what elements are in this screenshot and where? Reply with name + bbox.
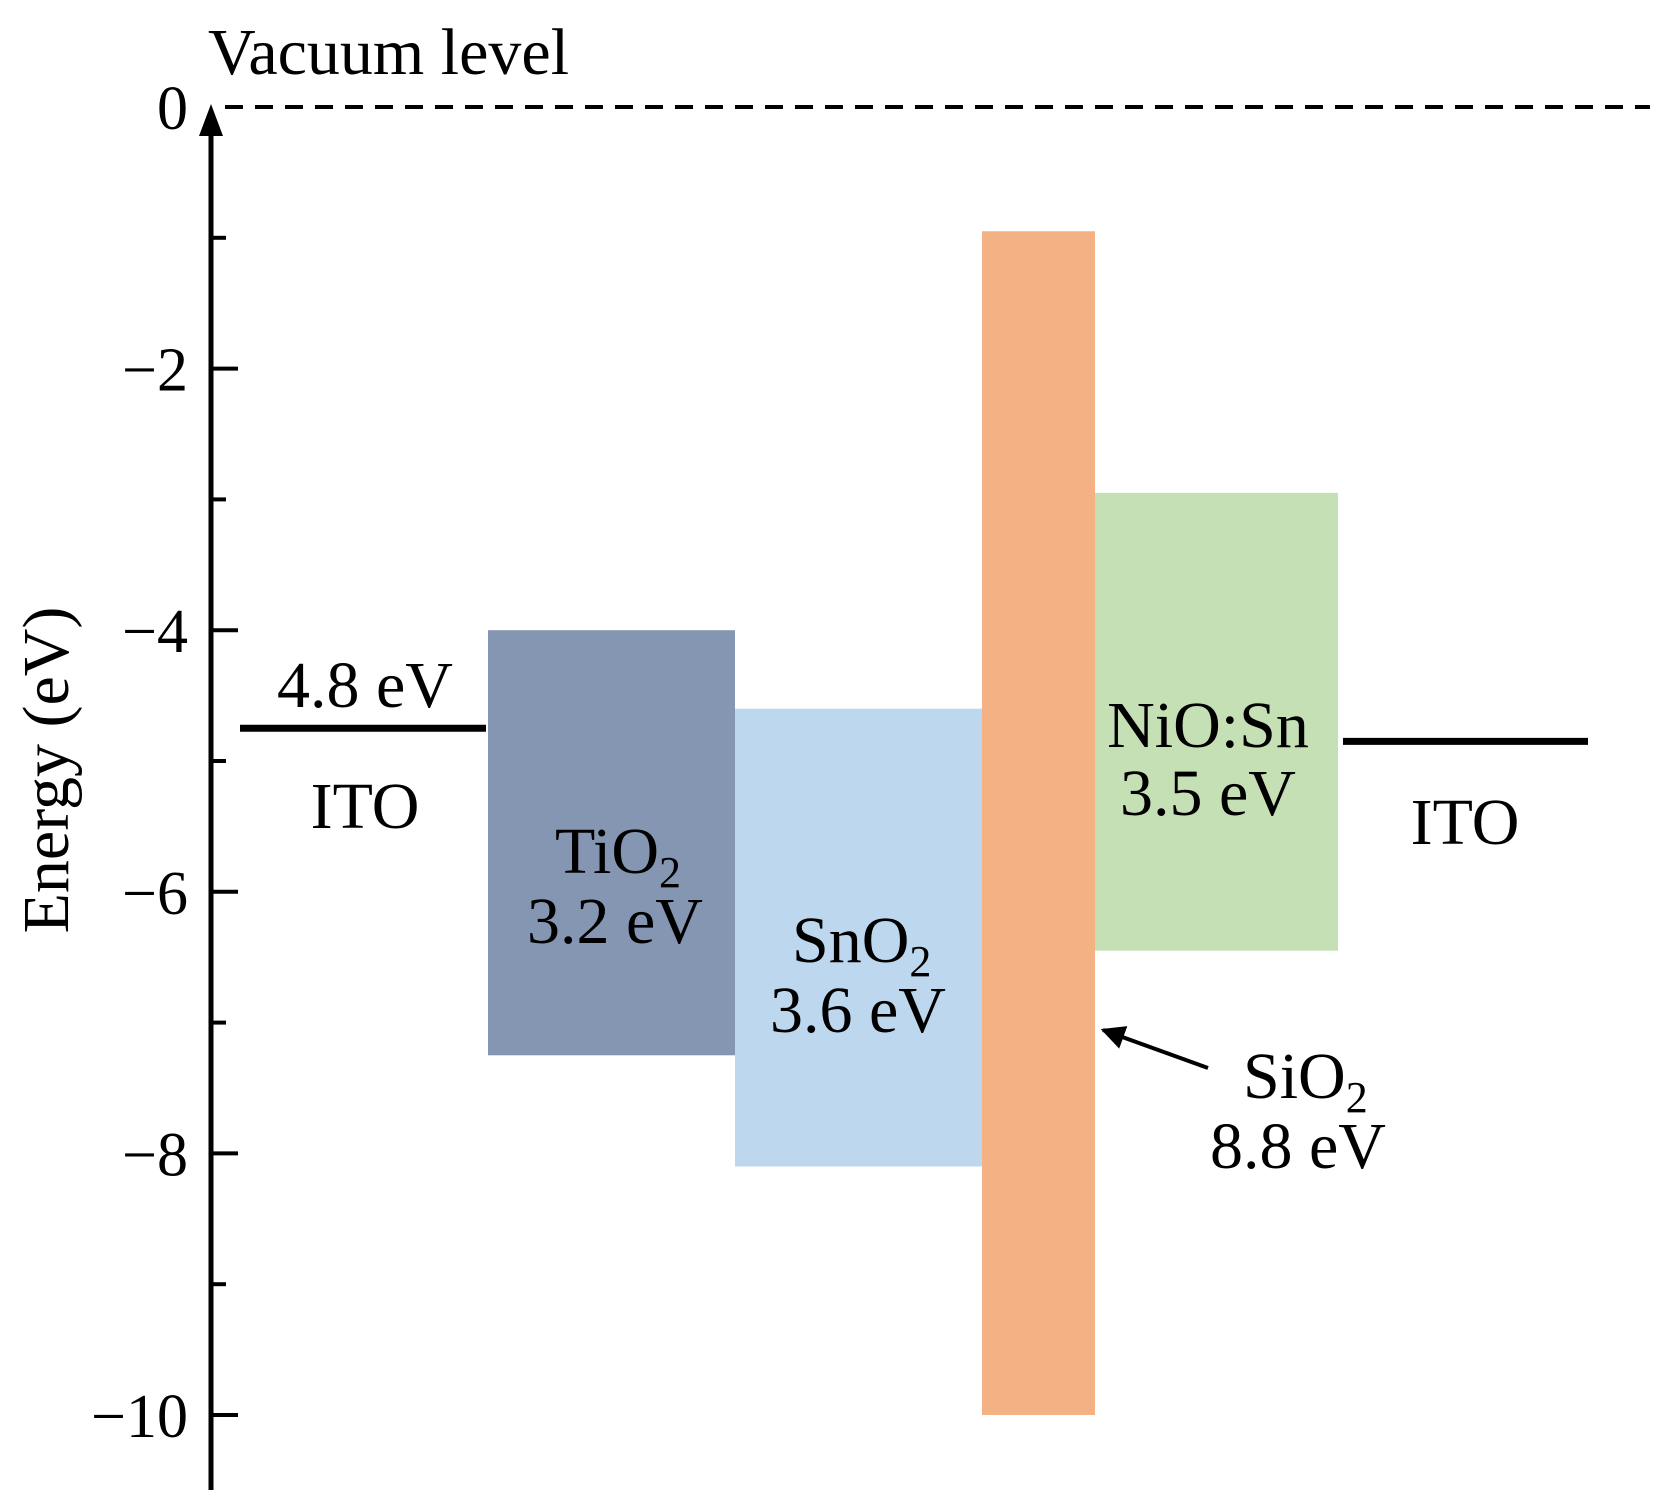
nio-sn-gap-label: 3.5 eV <box>1120 757 1296 830</box>
y-axis-title: Energy (eV) <box>10 607 83 934</box>
y-tick-label: 0 <box>157 75 188 143</box>
y-axis-ticks: 0 −2 −4 −6 −8 −10 <box>91 75 238 1451</box>
y-tick-label: −4 <box>122 598 188 666</box>
ito-right-label: ITO <box>1411 786 1520 859</box>
sio2-gap-label: 8.8 eV <box>1210 1110 1386 1183</box>
y-axis-arrow-icon <box>199 104 223 136</box>
tio2-band-rect <box>488 630 735 1056</box>
layers <box>488 231 1338 1415</box>
y-axis: 0 −2 −4 −6 −8 −10 Energy (eV) <box>10 75 238 1490</box>
vacuum-level-label: Vacuum level <box>208 16 569 89</box>
sio2-band-rect <box>982 231 1095 1415</box>
sno2-band-rect <box>735 708 982 1167</box>
sno2-gap-label: 3.6 eV <box>770 974 946 1047</box>
y-tick-label: −2 <box>122 337 188 405</box>
sio2-pointer-arrow <box>1100 1026 1209 1070</box>
sio2-name-label: SiO2 <box>1243 1040 1368 1122</box>
y-tick-label: −8 <box>122 1121 188 1189</box>
tio2-name-label: TiO2 <box>555 815 681 897</box>
tio2-gap-label: 3.2 eV <box>527 885 703 958</box>
nio-sn-name-label: NiO:Sn <box>1107 689 1309 762</box>
sno2-name-label: SnO2 <box>792 904 931 986</box>
ito-left-work-function-label: 4.8 eV <box>277 649 453 722</box>
y-tick-label: −10 <box>91 1383 188 1451</box>
nio-sn-band-rect <box>1095 492 1338 951</box>
y-tick-label: −6 <box>122 860 188 928</box>
ito-left-label: ITO <box>311 770 420 843</box>
